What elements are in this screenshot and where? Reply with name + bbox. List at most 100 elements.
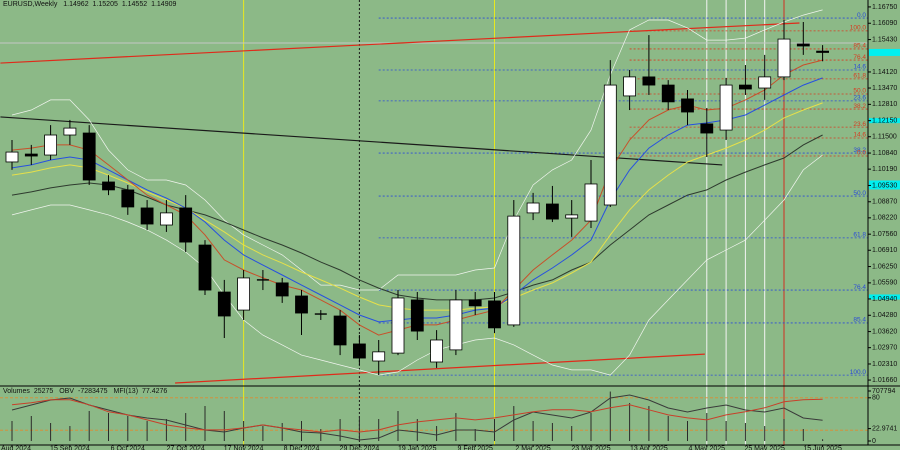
x-tick-label: 4 May 2025 [689,445,726,450]
axis-marker [869,184,900,190]
axis-marker [869,118,900,124]
fib-label: 100.0 [850,25,867,32]
fib-label: 23.6 [853,121,866,128]
fib-label: 0.0 [857,12,866,19]
y-tick-label: 1.15430 [872,36,897,43]
candle-body [739,84,752,90]
candle-body [681,98,694,113]
candle-body [623,76,636,97]
candle-body [449,299,463,351]
candle-body [5,151,19,163]
volume-label: Volumes [3,388,30,395]
y-tick-label: 1.14120 [872,69,897,76]
y-tick-label: 1.05590 [872,280,897,287]
axis-marker [869,180,900,186]
fib-label: 61.8 [853,232,866,239]
candle-body [507,215,521,326]
y-tick-label: 1.16090 [872,20,897,27]
candle-body [410,299,424,332]
y-tick-label: 1.10190 [872,166,897,173]
last-high: 1.15205 [93,1,118,8]
fib-label: 38.2 [853,103,866,110]
candle-body [121,189,135,208]
x-tick-label: 15 Sep 2024 [50,445,90,450]
y-tick-label: 1.02310 [872,361,897,368]
obv-label: OBV [59,388,74,395]
candle-body [237,277,251,311]
mfi-line [11,398,823,433]
candle-body [565,214,579,219]
fib-label: 23.6 [853,95,866,102]
indicator-title: Volumes 25275 OBV -7283475 MFI(13) 77.42… [3,388,167,395]
candle-body [661,84,675,103]
x-tick-label: 9 Feb 2025 [457,445,493,450]
fib-label: 85.4 [853,317,866,324]
fib-label: 100.0 [850,369,867,376]
candle-body [758,76,772,89]
obv-line [11,394,823,441]
x-tick-label: 13 Apr 2025 [630,445,668,450]
fib-label: 14.6 [853,64,866,71]
candle-body [777,38,791,78]
indicator-panel [0,391,868,441]
volume-value: 25275 [34,388,54,395]
y-tick-label: 1.13470 [872,85,897,92]
fib-label: 50.0 [853,190,866,197]
candle-body [140,207,154,225]
mfi-label: MFI(13) [114,388,139,395]
y-tick-label: 1.06250 [872,263,897,270]
main-panel [0,9,868,384]
candle-body [352,343,366,359]
candle-body [295,295,308,314]
candle-body [488,300,501,329]
y-tick-label: 1.16750 [872,4,897,11]
candle-body [584,183,598,222]
last-open: 1.14962 [63,1,88,8]
y-tick-label: 1.12810 [872,101,897,108]
current-price-marker [869,48,900,56]
fib-label: 50.0 [853,88,866,95]
y-tick-label: 1.02970 [872,345,897,352]
indicator-line [11,9,823,291]
y-tick-label: 1.07560 [872,231,897,238]
axis-marker [869,294,900,300]
fib-label: 61.8 [853,73,866,80]
candle-body [468,299,482,307]
x-tick-label: 29 Dec 2024 [340,445,380,450]
chart-title: EURUSD,Weekly 1.14962 1.15205 1.14552 1.… [3,1,176,8]
fib-label: 38.2 [853,147,866,154]
mfi-value: 77.4276 [142,388,167,395]
mfi-tick-label: 0 [872,438,876,445]
x-tick-label: 23 Mar 2025 [571,445,610,450]
x-tick-label: 25 May 2025 [744,445,785,450]
trendline [175,353,705,384]
candle-body [372,351,386,362]
mfi-tick-label: 22.9741 [872,425,897,432]
x-tick-label: 2 Mar 2025 [515,445,551,450]
y-tick-label: 1.11500 [872,134,897,141]
candle-body [700,123,714,134]
y-tick-label: 1.04280 [872,312,897,319]
candle-body [159,212,173,226]
candle-body [391,297,405,354]
x-tick-label: 6 Oct 2024 [111,445,145,450]
trendline [0,22,800,64]
candle-body [217,291,231,317]
candle-body [275,282,289,297]
y-tick-label: 1.03620 [872,328,897,335]
candle-body [546,203,559,220]
candle-body [24,153,38,157]
fib-label: 0.0 [857,150,866,157]
x-tick-label: 27 Oct 2024 [167,445,205,450]
candle-body [179,207,193,243]
candle-body [719,84,733,131]
y-tick-label: 1.08870 [872,199,897,206]
x-tick-label: 15 Jun 2025 [803,445,842,450]
candle-body [102,181,115,191]
candle-body [796,43,810,47]
x-tick-label: 17 Nov 2024 [224,445,264,450]
candle-body [816,50,829,53]
candle-body [82,132,96,181]
candle-body [333,315,347,346]
